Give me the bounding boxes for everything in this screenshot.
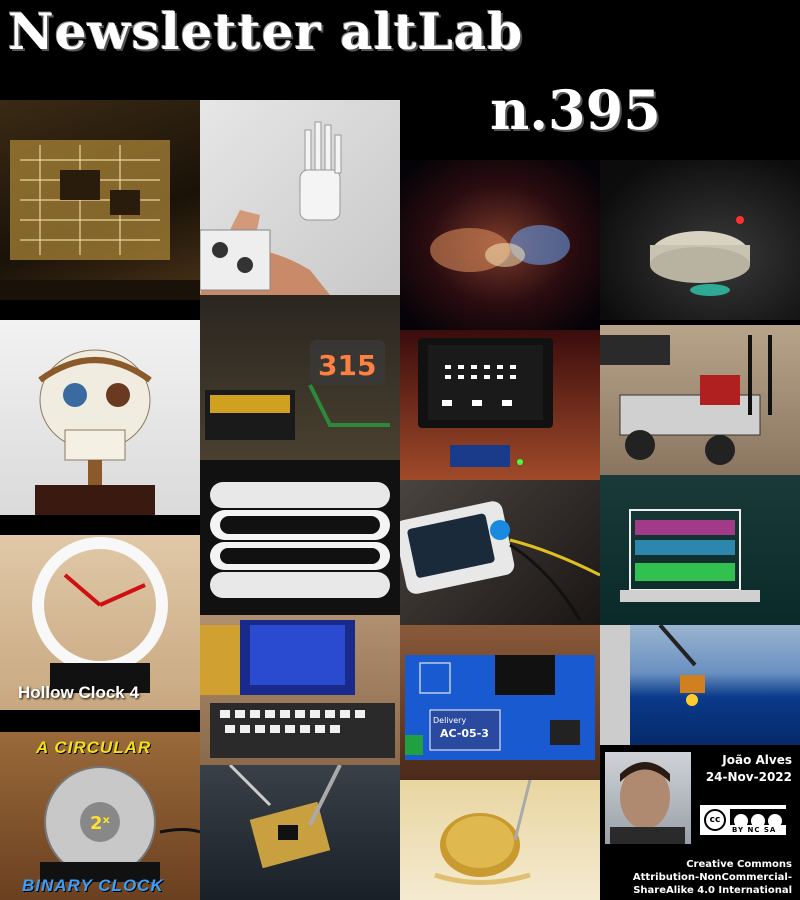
stacked-enclosure-image — [620, 509, 760, 602]
tile-nebula — [400, 160, 600, 330]
skull-image — [35, 349, 155, 515]
publish-date: 24-Nov-2022 — [705, 770, 792, 784]
cc-license-badge[interactable]: cc BY NC SA — [698, 803, 788, 837]
ocean-crane-image — [600, 625, 705, 745]
hollow-clock-image — [32, 537, 168, 693]
soldering-image — [228, 765, 342, 869]
tile-space-invaders-display — [400, 330, 600, 480]
binary-center-label: 2ˣ — [90, 813, 111, 834]
author-photo — [605, 752, 691, 844]
tile-binary-clock: 2ˣ A CIRCULAR BINARY CLOCK — [0, 732, 200, 900]
license-line-3: ShareAlike 4.0 International — [633, 885, 792, 896]
relay-board-image: Delivery AC-05-3 — [405, 655, 595, 760]
cc-icon: cc — [704, 809, 726, 831]
tile-stacked-enclosure — [600, 475, 800, 625]
nixie-clock-image: 315 — [205, 340, 390, 440]
tile-circuit-board — [0, 100, 200, 300]
circuit-image — [0, 140, 200, 300]
tile-round-robot — [600, 160, 800, 320]
author-info: João Alves 24-Nov-2022 — [690, 752, 792, 786]
tile-touch-device — [400, 480, 600, 625]
mini-computer-image — [200, 620, 395, 758]
sa-icon — [768, 814, 782, 828]
nebula-image — [430, 225, 570, 272]
tile-robot-car — [600, 325, 800, 475]
tile-relay-board: Delivery AC-05-3 — [400, 625, 600, 780]
tile-robotic-arm — [200, 100, 400, 295]
author-name: João Alves — [722, 753, 792, 767]
hollow-clock-caption: Hollow Clock 4 — [18, 683, 139, 702]
newsletter-title: Newsletter altLab — [8, 2, 524, 61]
invaders-image — [418, 338, 553, 467]
tile-hollow-clock: Hollow Clock 4 — [0, 535, 200, 710]
license-line-1: Creative Commons — [686, 859, 792, 870]
binary-clock-image: 2ˣ — [40, 766, 200, 882]
board-label: AC-05-3 — [440, 727, 489, 740]
round-robot-image — [650, 216, 750, 296]
binary-clock-caption-bottom: BINARY CLOCK — [22, 876, 164, 895]
tile-nixie-clock: 315 — [200, 295, 400, 460]
license-line-2: Attribution-NonCommercial- — [632, 872, 792, 883]
license-text: Creative Commons Attribution-NonCommerci… — [600, 858, 792, 897]
speaker-rings-image — [210, 482, 390, 598]
tile-animatronic-skull — [0, 320, 200, 515]
cc-badge-label: BY NC SA — [732, 826, 777, 834]
coin-cell-image — [434, 780, 532, 885]
robotic-arm-image — [200, 121, 342, 295]
robot-car-image — [600, 335, 772, 465]
board-brand: Delivery — [433, 716, 466, 725]
tile-speaker-rings — [200, 460, 400, 615]
author-portrait — [610, 762, 685, 844]
tile-mini-computer — [200, 615, 400, 765]
nc-icon — [751, 814, 765, 828]
nixie-digits: 315 — [318, 349, 376, 382]
issue-number: n.395 — [490, 78, 661, 142]
tile-soldering — [200, 765, 400, 900]
by-icon — [734, 814, 748, 828]
binary-clock-caption-top: A CIRCULAR — [36, 738, 152, 757]
tile-coin-cell — [400, 780, 600, 900]
cc-badge-bar — [730, 809, 786, 828]
touch-device-image — [400, 501, 600, 621]
tile-ocean-crane — [600, 625, 800, 745]
